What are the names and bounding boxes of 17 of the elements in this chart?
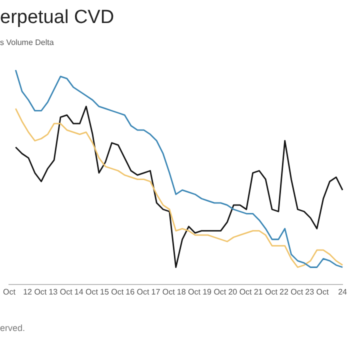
x-tick-label: 22 Oct bbox=[279, 287, 304, 296]
chart-subtitle: s Volume Delta bbox=[0, 38, 54, 47]
chart-title: erpetual CVD bbox=[0, 7, 114, 29]
x-tick-label: 12 Oct bbox=[23, 287, 48, 296]
x-tick-label: Oct bbox=[2, 287, 16, 296]
x-tick-label: 24 bbox=[338, 287, 348, 296]
x-tick-label: 16 Oct bbox=[126, 287, 150, 296]
x-tick-label: 19 Oct bbox=[202, 287, 227, 296]
x-tick-label: 15 Oct bbox=[100, 287, 124, 296]
x-tick-label: 18 Oct bbox=[176, 287, 202, 296]
x-tick-label: 20 Oct bbox=[228, 287, 253, 296]
x-tick-label: 21 Oct bbox=[254, 287, 278, 296]
x-tick-label: 13 Oct bbox=[48, 287, 74, 296]
x-tick-label: 14 Oct bbox=[74, 287, 99, 296]
x-tick-label: 23 Oct bbox=[305, 287, 330, 296]
text: erved. bbox=[0, 323, 26, 333]
x-tick-label: 17 Oct bbox=[151, 287, 176, 296]
